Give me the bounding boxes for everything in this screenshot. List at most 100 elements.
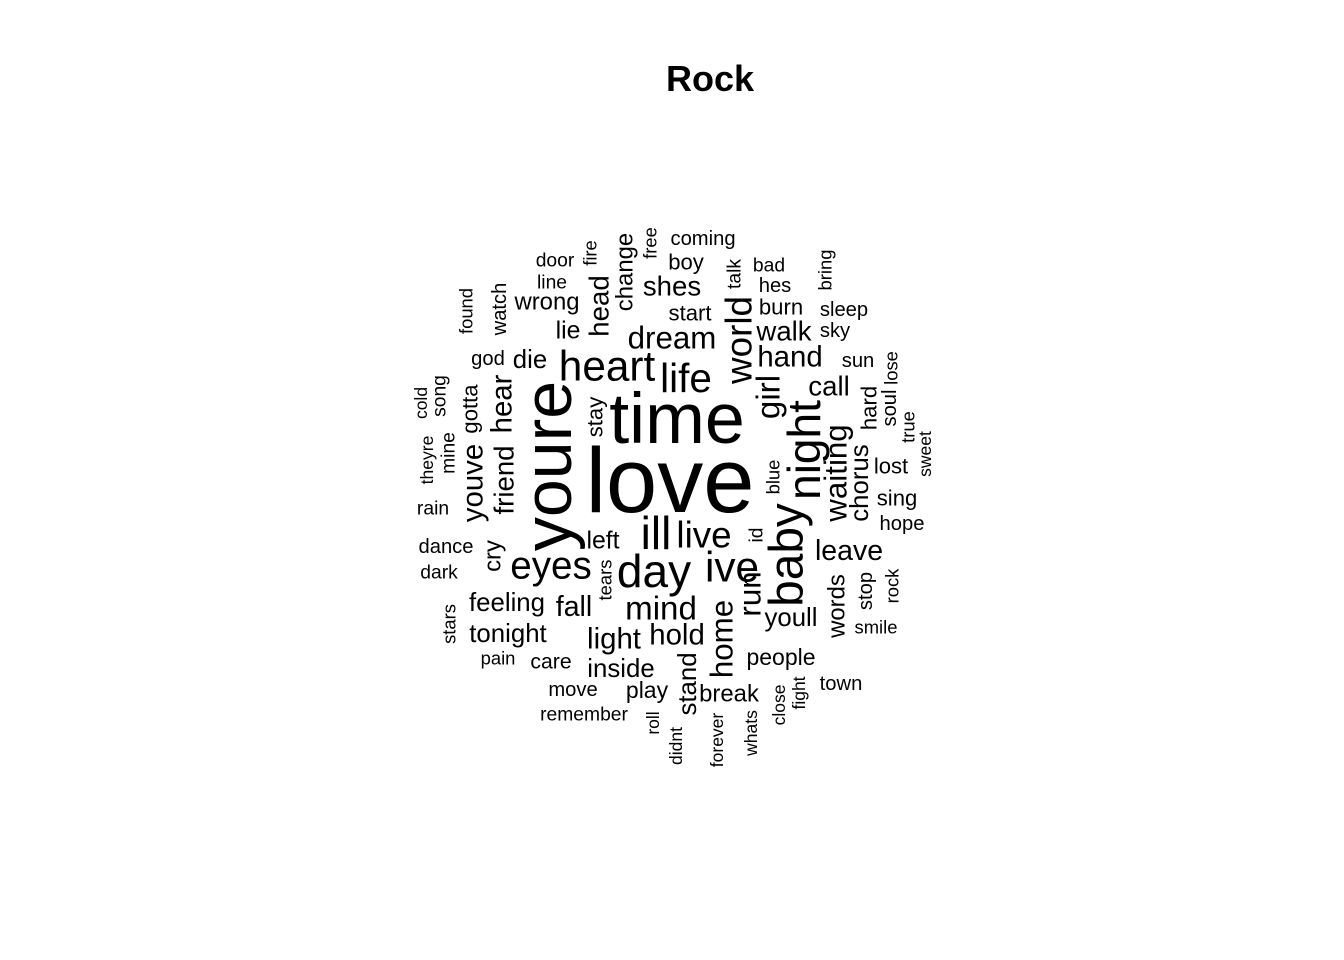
word-day: day [617,545,691,597]
word-inside: inside [587,655,654,683]
word-youll: youll [764,604,817,632]
word-ill: ill [641,507,672,559]
word-hope: hope [880,513,925,535]
word-soul: soul [879,389,901,426]
word-head: head [584,275,615,336]
word-run: run [733,571,768,616]
word-dance: dance [418,536,473,558]
word-whats: whats [741,710,761,757]
word-fire: fire [580,240,601,266]
word-hear: hear [486,374,519,433]
word-walk: walk [755,316,811,347]
word-pain: pain [481,648,516,669]
word-mind: mind [625,591,697,628]
word-smile: smile [855,617,898,638]
word-town: town [820,673,863,695]
word-words: words [824,574,851,639]
word-fight: fight [789,676,809,709]
word-dream: dream [628,321,717,356]
word-remember: remember [540,705,628,726]
word-door: door [536,251,575,272]
word-stop: stop [855,572,877,610]
word-ive: ive [705,544,759,591]
word-watch: watch [489,283,511,337]
word-girl: girl [751,375,788,419]
word-change: change [612,233,639,311]
word-world: world [719,296,760,385]
word-friend: friend [489,445,520,514]
word-call: call [808,371,849,402]
word-sing: sing [877,486,918,511]
word-tears: tears [595,560,616,601]
word-love: love [586,430,755,532]
word-talk: talk [725,259,746,289]
word-care: care [530,651,571,674]
word-dark: dark [420,563,458,584]
word-found: found [456,288,477,334]
word-baby: baby [761,503,814,607]
word-boy: boy [668,250,704,275]
word-fall: fall [556,591,592,623]
word-roll: roll [643,711,663,734]
word-stars: stars [439,604,460,644]
word-live: live [676,515,731,556]
word-leave: leave [815,535,883,567]
word-hold: hold [649,619,705,652]
word-youve: youve [457,444,490,522]
word-sleep: sleep [820,299,868,321]
word-feeling: feeling [469,589,545,617]
word-bad: bad [753,256,785,277]
word-close: close [769,685,789,726]
word-cold: cold [411,387,431,419]
word-stay: stay [583,397,608,438]
word-sky: sky [820,320,851,342]
word-lie: lie [556,318,581,345]
word-sweet: sweet [915,431,935,477]
word-rain: rain [417,499,449,520]
word-hand: hand [757,341,822,374]
word-blue: blue [763,460,784,495]
word-gotta: gotta [458,384,483,434]
word-play: play [626,677,669,703]
word-true: true [898,411,919,443]
word-stand: stand [674,652,702,715]
word-free: free [640,227,661,259]
word-move: move [548,679,597,701]
word-forever: forever [707,713,727,768]
word-die: die [513,346,547,374]
word-song: song [430,375,451,417]
word-people: people [746,644,815,670]
word-id: id [747,527,768,542]
word-god: god [471,348,505,370]
word-theyre: theyre [417,436,437,485]
chart-title: Rock [665,58,755,99]
word-mine: mine [439,432,460,474]
word-cry: cry [480,540,507,572]
word-line: line [537,273,567,294]
word-break: break [699,681,759,708]
word-heart: heart [559,343,656,390]
word-life: life [660,355,712,401]
word-shes: shes [643,271,701,302]
word-night: night [778,400,830,500]
word-start: start [669,301,712,326]
word-youre: youre [510,381,586,551]
word-hard: hard [857,386,882,430]
word-chorus: chorus [846,444,874,521]
word-time: time [609,379,745,459]
word-tonight: tonight [469,620,546,648]
word-waiting: waiting [819,424,854,522]
word-left: left [586,528,619,555]
word-didnt: didnt [666,727,686,765]
word-home: home [705,600,740,678]
word-burn: burn [759,295,803,320]
word-light: light [587,623,641,656]
word-rock: rock [882,568,903,604]
word-bring: bring [815,250,836,291]
word-wrong: wrong [513,289,579,316]
word-lose: lose [881,351,902,385]
word-hes: hes [759,275,792,297]
word-eyes: eyes [510,545,592,588]
word-coming: coming [670,228,735,250]
